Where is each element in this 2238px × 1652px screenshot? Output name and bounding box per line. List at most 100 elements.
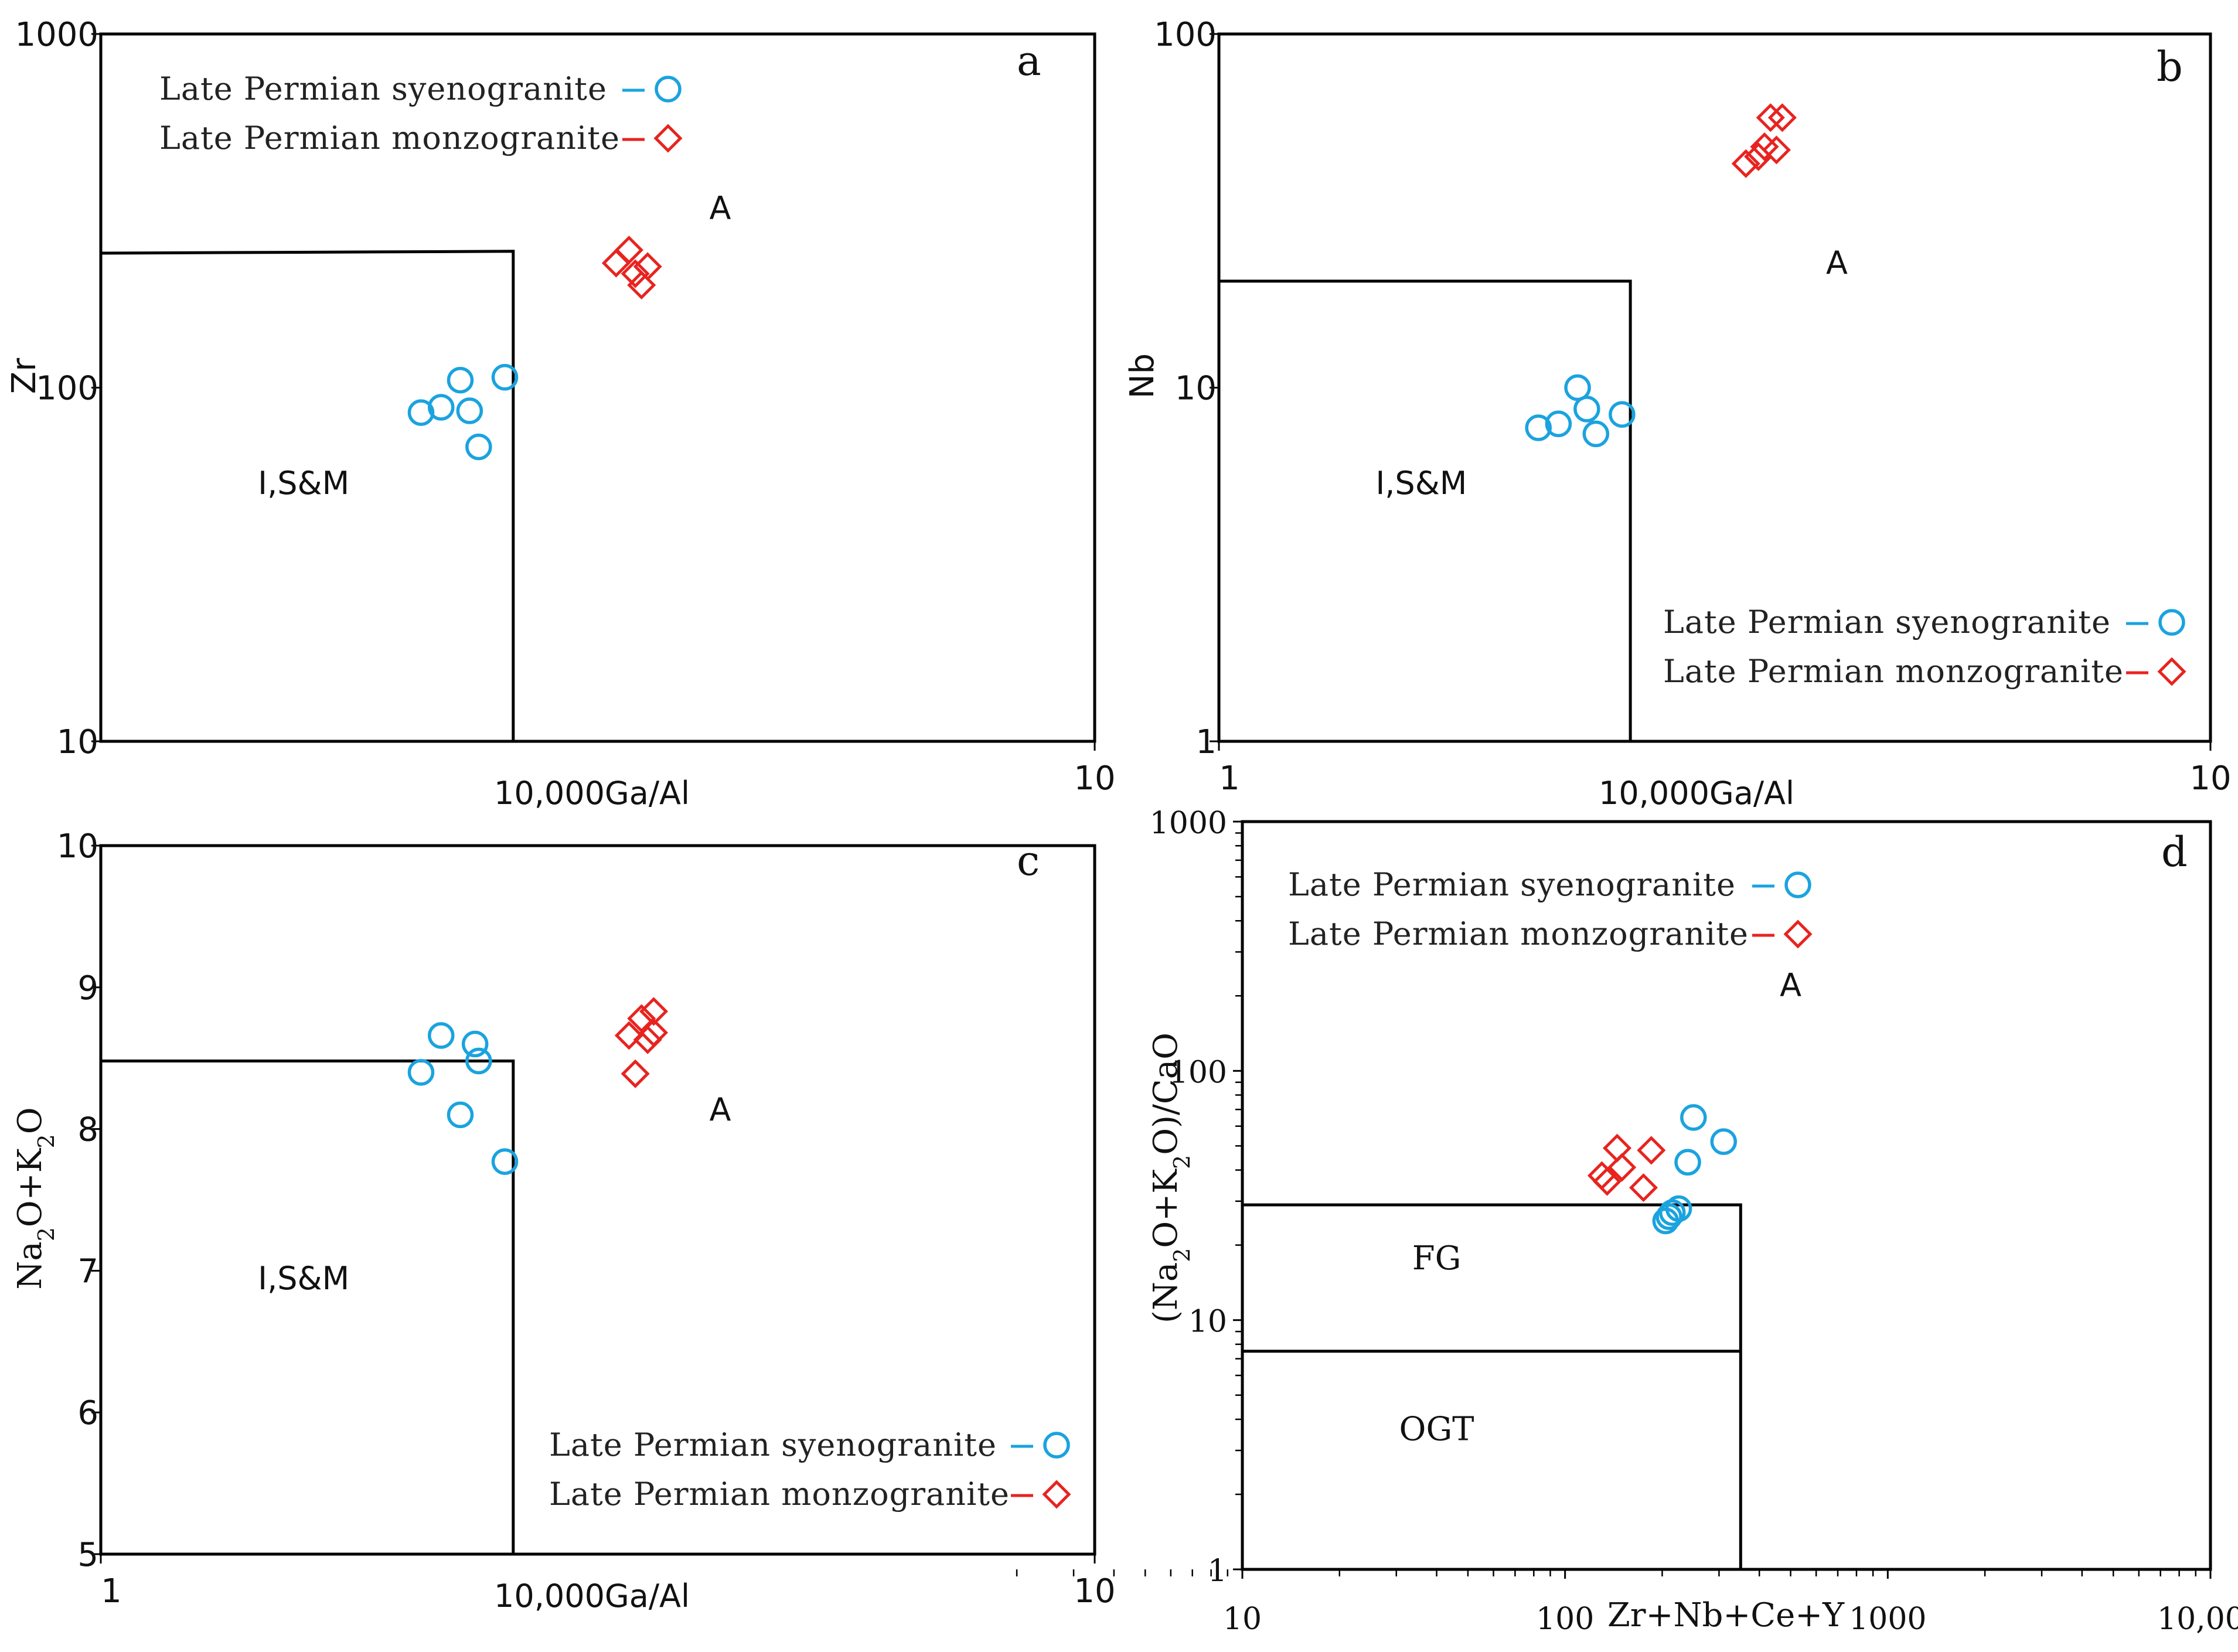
- y-tick-label: 10: [57, 723, 98, 761]
- legend-label: Late Permian syenogranite: [159, 70, 607, 107]
- y-tick-label: 5: [77, 1536, 98, 1574]
- syenogranite-point: [1564, 374, 1591, 401]
- panel-letter: a: [1017, 37, 1041, 85]
- monzogranite-point: [614, 236, 643, 265]
- monzogranite-point: [627, 270, 656, 299]
- syenogranite-point: [1674, 1149, 1701, 1176]
- monzogranite-point: [1637, 1136, 1666, 1165]
- monzogranite-point: [1767, 103, 1797, 132]
- y-tick-label: 6: [77, 1394, 98, 1432]
- y-tick-label: 1: [1208, 1554, 1227, 1589]
- region-label: A: [1780, 966, 1801, 1003]
- legend-diamond-marker: [653, 124, 683, 153]
- monzogranite-point: [639, 997, 669, 1026]
- field-boundary: [1219, 280, 1632, 741]
- y-axis-label: Na2O+K2O: [11, 1107, 59, 1289]
- syenogranite-point: [1665, 1195, 1692, 1222]
- series-syenogranite: [1525, 374, 1636, 448]
- series-monzogranite: [1731, 103, 1797, 178]
- x-tick-label: 10: [2189, 759, 2231, 798]
- monzogranite-point: [1629, 1173, 1658, 1203]
- region-label: A: [710, 190, 731, 227]
- legend-label: Late Permian monzogranite: [159, 120, 620, 156]
- y-tick-label: 7: [77, 1252, 98, 1290]
- syenogranite-point: [1609, 401, 1636, 428]
- syenogranite-point: [465, 433, 492, 461]
- region-label: FG: [1412, 1239, 1462, 1278]
- panel-b: 1 10 1 10 100 I,S&M Ab 10,000Ga/Al Nb Late Permia…: [1123, 16, 2232, 812]
- legend-circle-marker: [1784, 871, 1811, 898]
- x-tick-label: 10: [1074, 1572, 1115, 1610]
- monzogranite-point: [633, 252, 662, 281]
- monzogranite-point: [614, 1021, 643, 1050]
- syenogranite-point: [1582, 420, 1610, 448]
- syenogranite-point: [447, 1101, 474, 1129]
- field-boundary: [1242, 1203, 1742, 1569]
- y-tick-label: 100: [1154, 16, 1217, 54]
- x-tick-label: 10: [1223, 1602, 1262, 1637]
- x-axis-label: 10,000Ga/Al: [494, 1578, 690, 1614]
- syenogranite-point: [407, 1059, 435, 1086]
- syenogranite-point: [461, 1030, 489, 1058]
- y-tick-label: 10: [1175, 370, 1217, 408]
- y-tick-label: 1000: [1150, 806, 1227, 841]
- y-tick-label: 8: [77, 1111, 98, 1149]
- monzogranite-point: [639, 1018, 669, 1047]
- panel-letter: b: [2157, 43, 2183, 91]
- panel-d: 10 100 1000 10,000 1 10 100 1000 FG OGT Ad Zr+Nb+Ce…: [1016, 806, 2238, 1637]
- y-axis-label: (Na2O+K2O)/CaO: [1147, 1033, 1195, 1323]
- field-boundary: [101, 1060, 515, 1554]
- monzogranite-point: [1607, 1153, 1637, 1182]
- series-syenogranite: [407, 364, 519, 461]
- region-label: OGT: [1399, 1410, 1474, 1448]
- legend: Late Permian syenogranite Late Permian mo…: [549, 1426, 1071, 1513]
- y-tick-label: 100: [36, 370, 98, 408]
- x-tick-label: 10: [1074, 759, 1115, 798]
- plot-frame: [1241, 820, 2212, 1571]
- legend-diamond-marker: [2157, 657, 2186, 686]
- y-tick-label: 10: [1188, 1304, 1227, 1340]
- legend-diamond-marker: [1042, 1480, 1071, 1509]
- panel-letter: d: [2161, 828, 2188, 876]
- legend-label: Late Permian monzogranite: [1288, 915, 1749, 952]
- x-tick-label: 1: [1219, 759, 1240, 798]
- monzogranite-point: [1592, 1167, 1622, 1196]
- legend-label: Late Permian syenogranite: [549, 1426, 997, 1463]
- region-label: A: [710, 1091, 731, 1128]
- panel-c: 1 10 5 6 7 8 9 10 I,S&M Ac 10,000Ga/Al Na2O+K2O Late…: [11, 827, 1116, 1614]
- y-tick-label: 10: [57, 827, 98, 866]
- monzogranite-point: [1731, 149, 1760, 178]
- legend-label: Late Permian monzogranite: [549, 1476, 1010, 1513]
- syenogranite-point: [407, 399, 435, 426]
- legend-label: Late Permian syenogranite: [1663, 604, 2111, 641]
- series-syenogranite: [407, 1022, 519, 1175]
- region-label: I,S&M: [1375, 465, 1467, 502]
- y-tick-label: 9: [77, 969, 98, 1007]
- syenogranite-point: [1525, 414, 1552, 441]
- monzogranite-point: [621, 1059, 650, 1088]
- x-tick-label: 1: [101, 1572, 122, 1610]
- legend-circle-marker: [655, 76, 682, 103]
- series-monzogranite: [601, 236, 662, 299]
- plot-frame: [99, 844, 1096, 1556]
- field-boundary: [100, 250, 515, 741]
- syenogranite-point: [1573, 396, 1600, 423]
- monzogranite-point: [621, 259, 650, 288]
- syenogranite-point: [427, 394, 455, 421]
- syenogranite-point: [491, 364, 519, 391]
- panel-a: 10 10 100 1000 I,S&M Aa 10,000Ga/Al Zr Late Perm…: [5, 16, 1116, 812]
- legend-label: Late Permian syenogranite: [1288, 866, 1736, 903]
- legend-diamond-marker: [1783, 919, 1813, 949]
- x-axis-label: 10,000Ga/Al: [1599, 775, 1794, 812]
- x-axis-label: Zr+Nb+Ce+Y: [1607, 1596, 1845, 1634]
- syenogranite-point: [1680, 1104, 1707, 1131]
- panel-letter: c: [1017, 837, 1040, 885]
- syenogranite-point: [1710, 1128, 1737, 1155]
- syenogranite-point: [465, 1047, 492, 1075]
- syenogranite-point: [447, 366, 474, 394]
- series-monzogranite: [614, 997, 669, 1088]
- legend-circle-marker: [1043, 1432, 1070, 1459]
- region-label: I,S&M: [258, 465, 349, 502]
- y-tick-label: 1000: [15, 16, 98, 54]
